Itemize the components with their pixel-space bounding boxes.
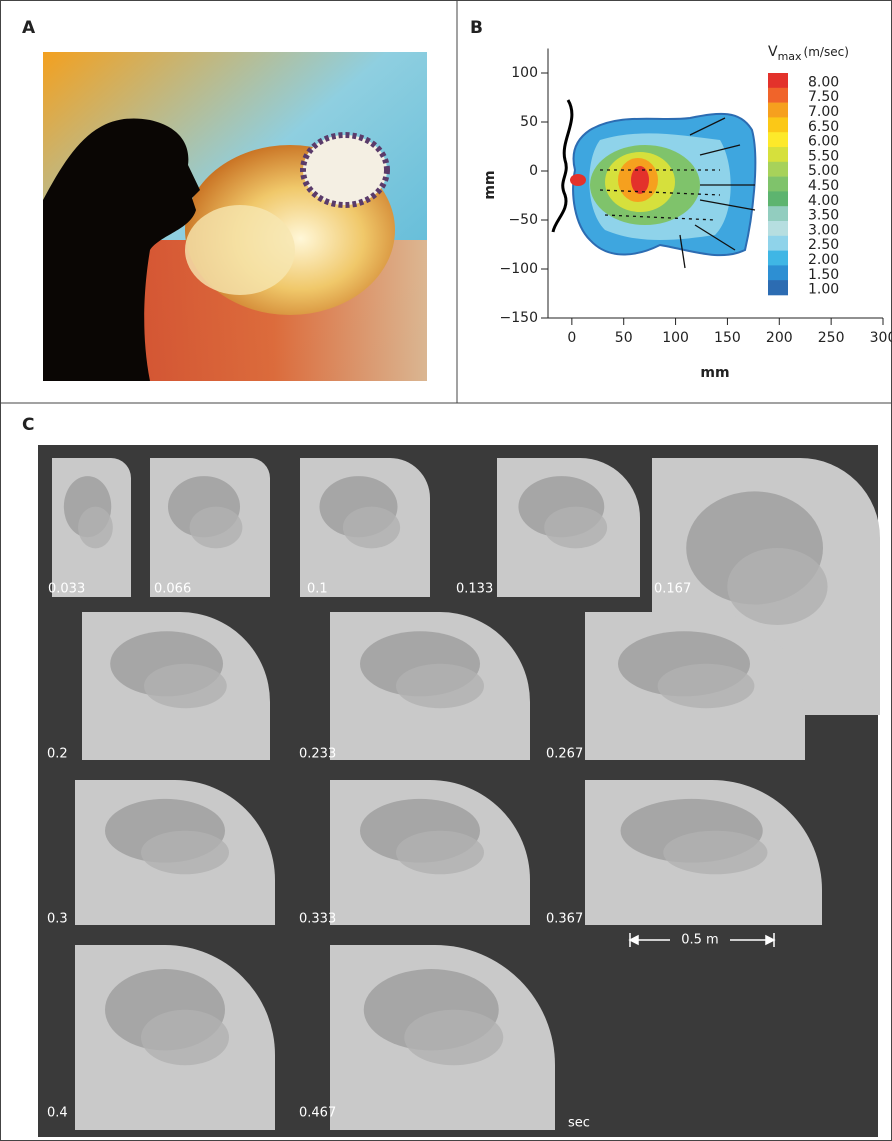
x-tick-label: 300 <box>870 330 892 346</box>
colorbar-swatch <box>768 265 788 281</box>
colorbar-swatch <box>768 73 788 89</box>
time-label: 0.4 <box>47 1106 68 1121</box>
plume <box>141 1009 229 1066</box>
colorbar-title-part: max <box>778 50 802 63</box>
colorbar-swatch <box>768 161 788 177</box>
colorbar-label: 2.50 <box>808 237 839 253</box>
colorbar-label: 1.50 <box>808 267 839 283</box>
colorbar-label: 7.50 <box>808 89 839 105</box>
colorbar-swatch <box>768 206 788 222</box>
time-label: 0.2 <box>47 747 68 762</box>
colorbar-swatch <box>768 221 788 237</box>
panel-label: B <box>470 18 483 38</box>
colorbar-label: 5.50 <box>808 148 839 164</box>
colorbar-label: 5.00 <box>808 163 839 179</box>
plume <box>342 506 401 549</box>
y-tick-label: −150 <box>500 310 538 326</box>
panel-label: A <box>22 18 36 38</box>
plume <box>189 506 243 549</box>
scale-bar <box>628 933 776 947</box>
colorbar-title-part: (m/sec) <box>804 45 849 59</box>
plume <box>141 830 229 875</box>
photo <box>43 52 427 381</box>
colorbar-label: 3.50 <box>808 208 839 224</box>
time-label: 0.267 <box>546 747 583 762</box>
x-tick-label: 150 <box>714 330 741 346</box>
colorbar-swatch <box>768 87 788 103</box>
time-label: 0.367 <box>546 912 583 927</box>
y-tick-label: 100 <box>511 65 538 81</box>
colorbar-label: 2.00 <box>808 252 839 268</box>
contour-plot <box>551 99 757 269</box>
colorbar-title-part: V <box>768 44 778 60</box>
colorbar-label: 8.00 <box>808 74 839 90</box>
plume <box>727 547 828 626</box>
plume <box>396 663 484 709</box>
y-tick-label: 50 <box>520 114 538 130</box>
time-label: 0.033 <box>48 582 85 597</box>
panel-label: C <box>22 415 34 435</box>
colorbar-swatch <box>768 191 788 207</box>
x-tick-label: 50 <box>615 330 633 346</box>
unit-label: sec <box>568 1116 590 1131</box>
x-tick-label: 100 <box>662 330 689 346</box>
time-label: 0.167 <box>654 582 691 597</box>
plume <box>404 1009 504 1066</box>
x-tick-label: 250 <box>818 330 845 346</box>
plume <box>78 506 113 549</box>
colorbar-label: 1.00 <box>808 282 839 298</box>
y-axis-label: mm <box>482 170 498 199</box>
colorbar-label: 6.50 <box>808 119 839 135</box>
x-tick-label: 200 <box>766 330 793 346</box>
colorbar-label: 7.00 <box>808 104 839 120</box>
colorbar-swatch <box>768 280 788 296</box>
plume <box>144 663 227 709</box>
colorbar-swatch <box>768 147 788 163</box>
time-label: 0.066 <box>154 582 191 597</box>
x-tick-label: 0 <box>567 330 576 346</box>
colorbar-swatch <box>768 117 788 133</box>
colorbar-label: 6.00 <box>808 134 839 150</box>
plume <box>657 663 755 709</box>
colorbar-swatch <box>768 235 788 251</box>
time-label: 0.133 <box>456 582 493 597</box>
colorbar-label: 3.00 <box>808 222 839 238</box>
time-label: 0.1 <box>307 582 328 597</box>
time-label: 0.3 <box>47 912 68 927</box>
y-tick-label: −50 <box>508 212 538 228</box>
colorbar-swatch <box>768 176 788 192</box>
plume <box>396 830 484 875</box>
time-label: 0.333 <box>299 912 336 927</box>
time-label: 0.467 <box>299 1106 336 1121</box>
colorbar-swatch <box>768 102 788 118</box>
colorbar-label: 4.50 <box>808 178 839 194</box>
colorbar-swatch <box>768 250 788 266</box>
x-axis-label: mm <box>700 365 729 381</box>
plume <box>663 830 768 875</box>
colorbar-swatch <box>768 132 788 148</box>
colorbar-label: 4.00 <box>808 193 839 209</box>
plume <box>544 506 608 549</box>
y-tick-label: 0 <box>529 163 538 179</box>
scale-label: 0.5 m <box>681 933 718 948</box>
colorbar-title: Vmax (m/sec) <box>768 44 849 63</box>
time-label: 0.233 <box>299 747 336 762</box>
y-tick-label: −100 <box>500 261 538 277</box>
